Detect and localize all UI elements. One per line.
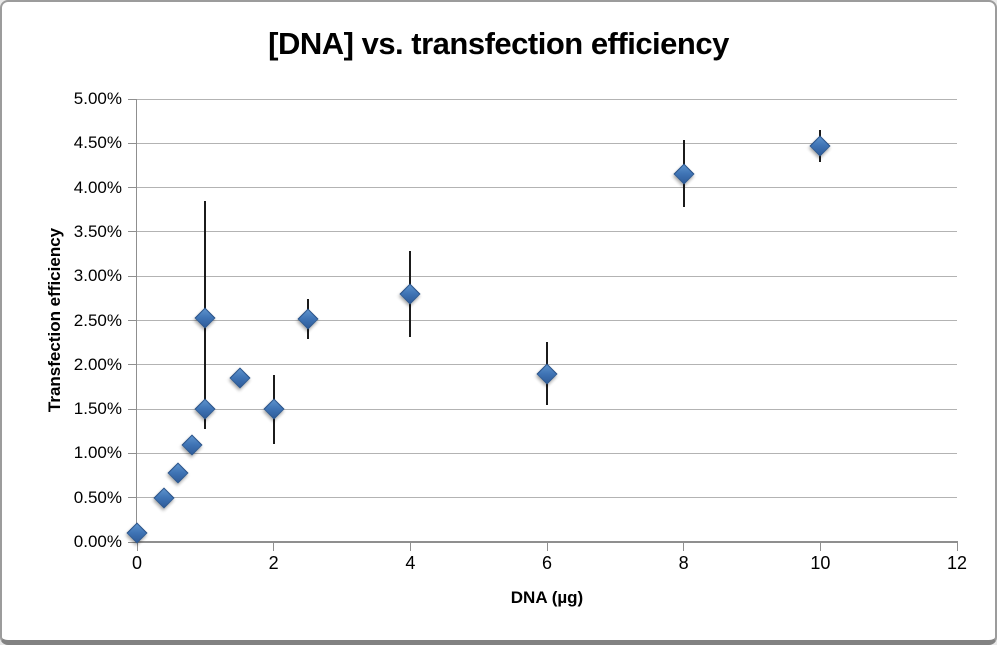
y-tick-label: 1.50% [73,399,122,419]
x-axis-tick [273,543,275,551]
x-tick-label: 6 [541,553,552,573]
data-point-diamond [228,367,251,389]
x-tick-label: 12 [946,553,968,573]
x-tick-label: 10 [810,553,831,573]
data-point-diamond [399,283,421,305]
data-point-diamond [167,462,189,484]
y-gridline [137,187,957,189]
x-tick-label: 0 [131,553,142,573]
y-gridline [137,452,957,454]
x-axis-tick [819,543,821,551]
data-point-diamond [297,308,319,330]
y-axis-tick [128,364,136,366]
data-point-diamond [263,398,285,420]
y-gridline [137,320,957,321]
y-axis-tick [128,408,136,410]
y-tick-label: 4.50% [73,133,122,153]
x-axis-tick [136,543,138,551]
y-tick-label: 2.50% [73,310,122,330]
y-axis-title: Transfection efficiency [45,227,64,413]
plot-area: 0.00% 0.50% 1.00% 1.50% 2.00% 2.50% 3.00% 3.50%… [74,89,967,573]
x-tick-label: 4 [405,553,416,573]
y-gridline [137,98,957,100]
x-axis-tick [956,543,958,551]
data-point-diamond [194,398,216,420]
y-gridline [137,275,957,277]
y-axis-tick [128,541,136,543]
x-axis-tick [409,543,411,551]
y-tick-label: 3.50% [73,221,122,241]
y-axis-tick [128,497,136,499]
y-gridline [137,142,957,144]
x-axis-tick [683,543,685,551]
y-tick-label: 2.00% [73,354,122,374]
y-axis-tick [128,320,136,321]
data-point-diamond [673,163,695,185]
x-tick-label: 8 [678,553,689,573]
y-axis-tick [128,187,136,189]
y-axis-line [136,99,137,542]
data-point-diamond [809,135,831,157]
y-tick-label: 4.00% [73,177,122,197]
y-axis-tick [128,142,136,144]
y-axis-tick [128,452,136,454]
y-axis-tick [128,231,136,233]
chart-title: [DNA] vs. transfection efficiency [268,26,729,61]
y-axis-tick [128,275,136,277]
y-tick-label: 0.00% [73,532,122,551]
y-gridline [137,231,957,233]
x-axis-title: DNA (µg) [510,588,584,607]
data-point-diamond [194,307,216,329]
x-axis-line [136,541,958,543]
y-gridline [137,408,957,410]
data-point-diamond [536,363,558,385]
y-tick-label: 3.00% [73,266,122,286]
x-axis-tick [546,543,548,551]
y-tick-label: 1.00% [73,443,122,463]
x-tick-label: 2 [268,553,279,573]
y-tick-label: 5.00% [73,89,122,108]
y-axis-tick [128,98,136,100]
data-point-diamond [153,487,175,509]
y-tick-label: 0.50% [73,487,122,507]
y-gridline [137,497,957,499]
